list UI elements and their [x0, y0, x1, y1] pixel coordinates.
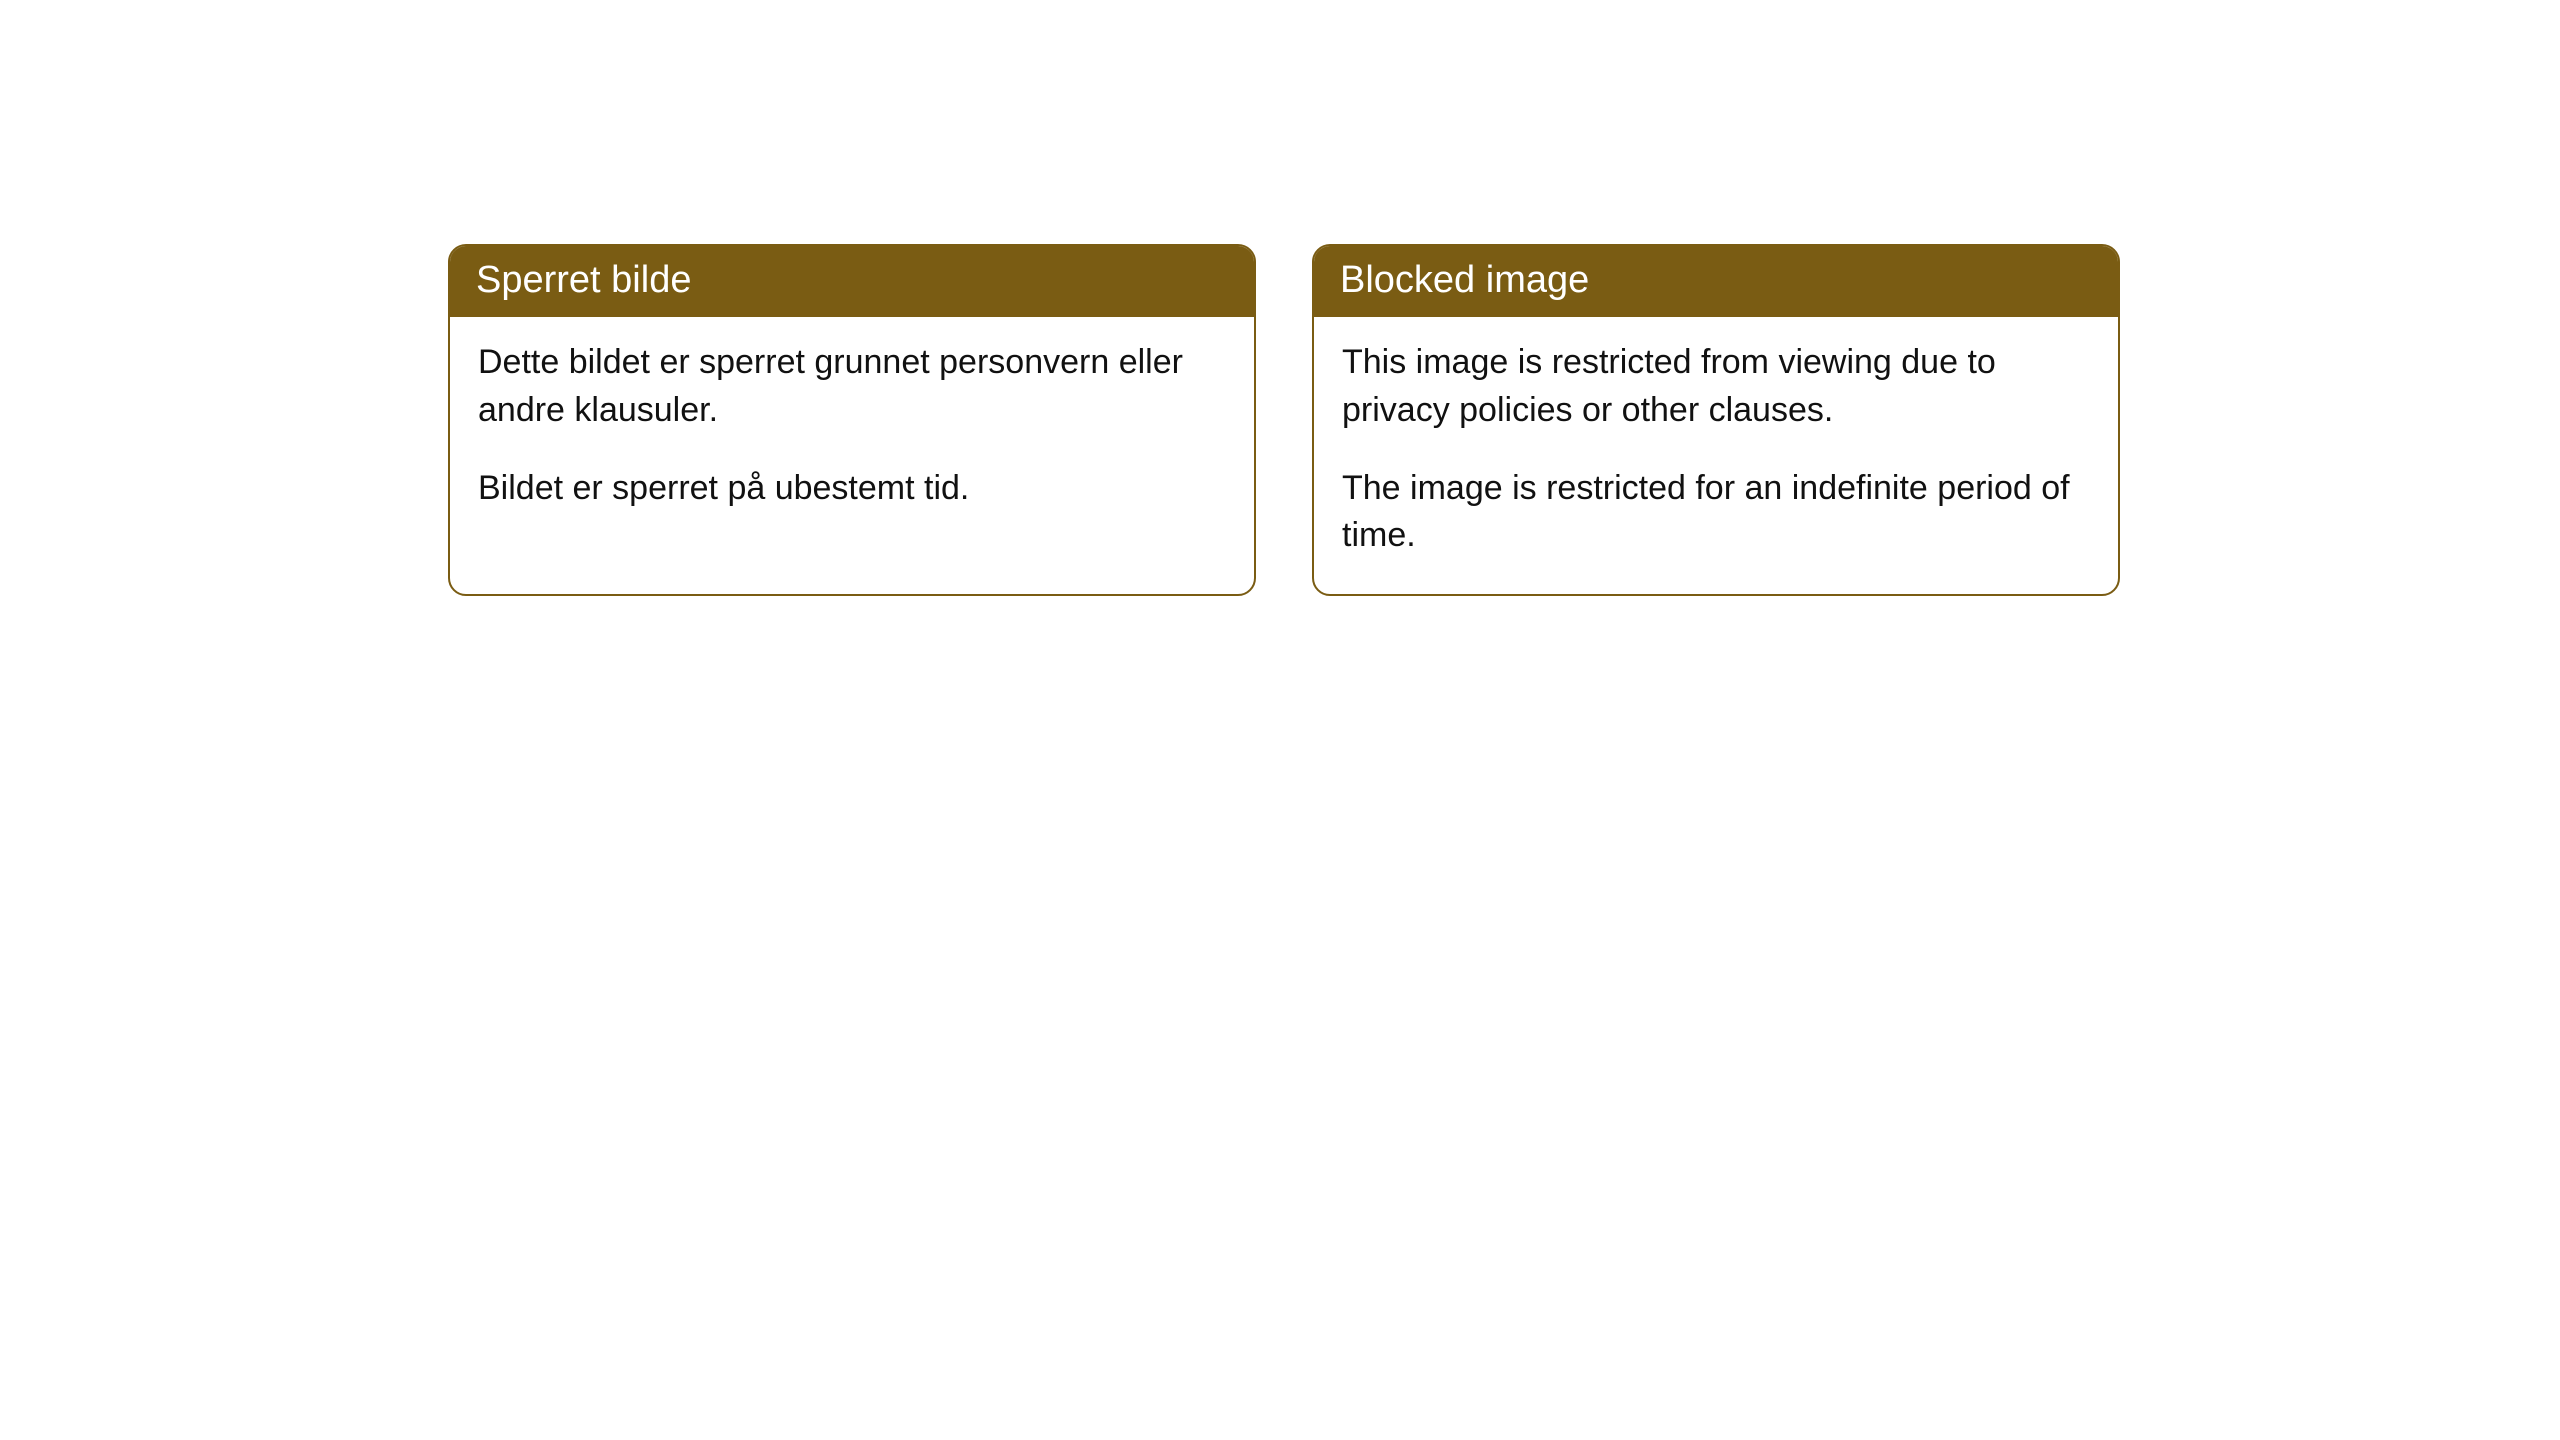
card-paragraph: Bildet er sperret på ubestemt tid. [478, 465, 1226, 513]
card-paragraph: This image is restricted from viewing du… [1342, 339, 2090, 434]
card-title: Sperret bilde [450, 246, 1254, 317]
card-title: Blocked image [1314, 246, 2118, 317]
card-paragraph: Dette bildet er sperret grunnet personve… [478, 339, 1226, 434]
card-paragraph: The image is restricted for an indefinit… [1342, 465, 2090, 560]
blocked-image-card-english: Blocked image This image is restricted f… [1312, 244, 2120, 596]
blocked-image-card-norwegian: Sperret bilde Dette bildet er sperret gr… [448, 244, 1256, 596]
card-body: Dette bildet er sperret grunnet personve… [450, 317, 1254, 546]
cards-container: Sperret bilde Dette bildet er sperret gr… [0, 0, 2560, 596]
card-body: This image is restricted from viewing du… [1314, 317, 2118, 593]
